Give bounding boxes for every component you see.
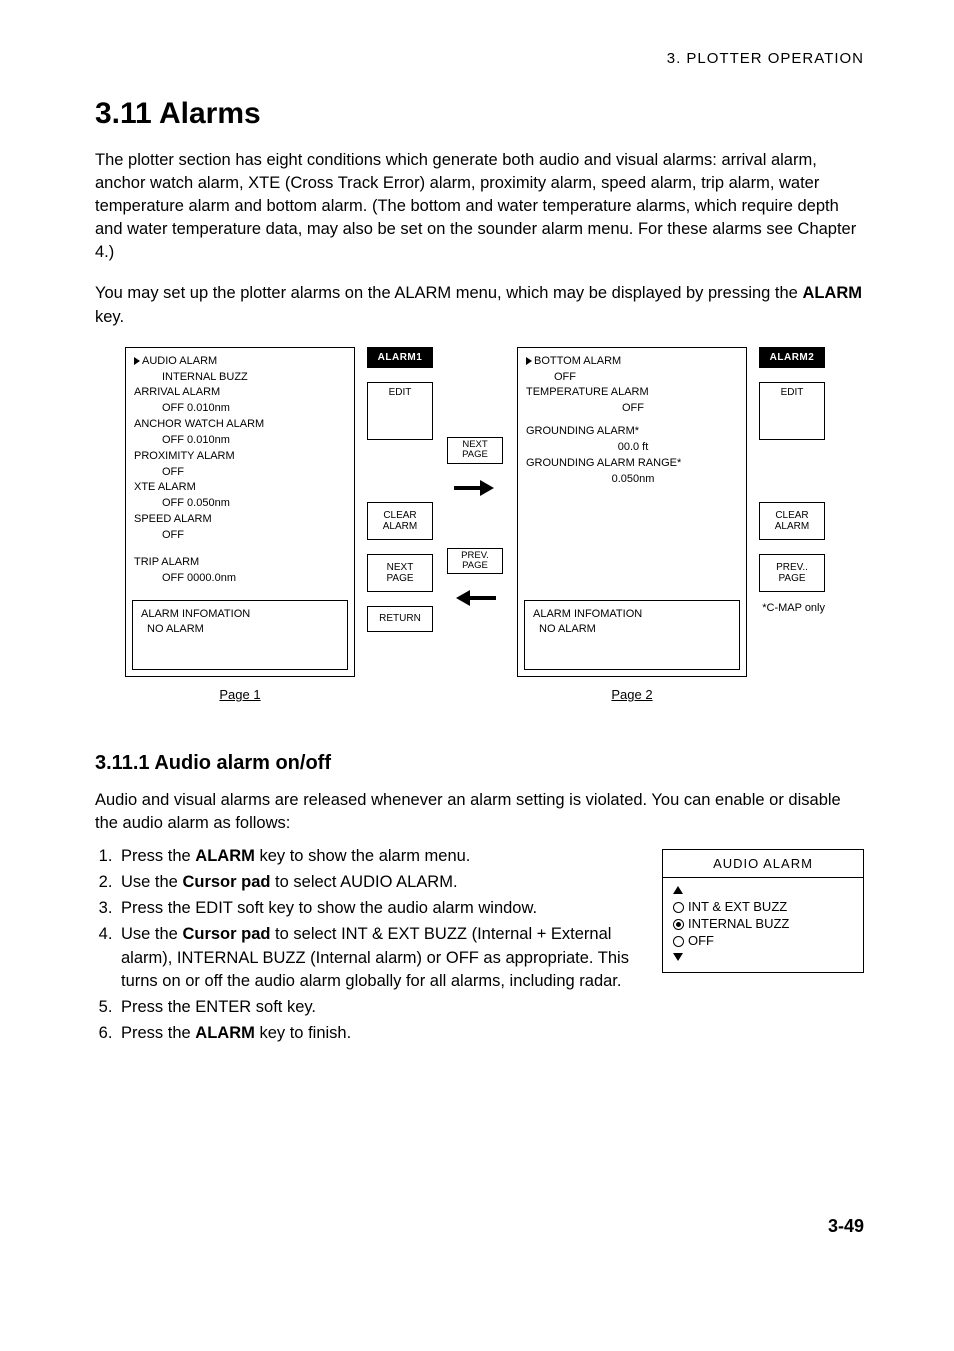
panel1-item0-label: ARRIVAL ALARM <box>134 385 348 400</box>
audio-alarm-window: AUDIO ALARM INT & EXT BUZZ INTERNAL BUZZ… <box>662 849 864 973</box>
panel1-item0-val: OFF 0.010nm <box>134 401 348 416</box>
edit-softkey-1[interactable]: EDIT <box>367 382 433 440</box>
nav-column: NEXTPAGE PREV.PAGE <box>445 347 505 607</box>
panel1-info-title: ALARM INFOMATION <box>141 607 339 622</box>
alarm-menu-diagram: AUDIO ALARM INTERNAL BUZZ ARRIVAL ALARM … <box>125 347 864 702</box>
intro-p2-a: You may set up the plotter alarms on the… <box>95 284 802 302</box>
chapter-header: 3. PLOTTER OPERATION <box>95 50 864 67</box>
step-6: Press the ALARM key to finish. <box>117 1022 864 1046</box>
panel2-title-row: BOTTOM ALARM <box>526 354 740 369</box>
cmap-note: *C-MAP only <box>759 602 825 614</box>
radio-open-icon-2 <box>673 936 684 947</box>
alarm2-panel: BOTTOM ALARM OFF TEMPERATURE ALARM OFF G… <box>517 347 747 677</box>
btncol2-spacer <box>759 454 825 488</box>
section-title: 3.11 Alarms <box>95 97 864 131</box>
panel1-title: AUDIO ALARM <box>142 355 217 367</box>
panel1-title-row: AUDIO ALARM <box>134 354 348 369</box>
cursor-icon-2 <box>526 357 532 365</box>
panel2-spacer1 <box>526 417 740 423</box>
panel1-item2-label: PROXIMITY ALARM <box>134 449 348 464</box>
radio-selected-icon <box>673 919 684 930</box>
next-page-softkey-1[interactable]: NEXTPAGE <box>367 554 433 592</box>
subsection-title: 3.11.1 Audio alarm on/off <box>95 752 864 775</box>
alarm2-tab[interactable]: ALARM2 <box>759 347 825 369</box>
opt-internal: INTERNAL BUZZ <box>688 916 789 931</box>
panel1-info-box: ALARM INFOMATION NO ALARM <box>132 600 348 670</box>
radio-open-icon <box>673 902 684 913</box>
panel1-spacer <box>134 544 348 554</box>
panel2-info-val: NO ALARM <box>533 622 731 637</box>
scroll-down-icon <box>673 953 683 961</box>
edit-softkey-2[interactable]: EDIT <box>759 382 825 440</box>
nav-next-btn: NEXTPAGE <box>447 437 503 464</box>
panel1-item2-val: OFF <box>134 465 348 480</box>
softkey-col-2-wrap: ALARM2 EDIT CLEARALARM PREV..PAGE *C-MAP… <box>759 347 825 615</box>
panel1-wrap: AUDIO ALARM INTERNAL BUZZ ARRIVAL ALARM … <box>125 347 355 702</box>
panel1-item1-label: ANCHOR WATCH ALARM <box>134 417 348 432</box>
sub-intro: Audio and visual alarms are released whe… <box>95 789 864 835</box>
panel2-info-title: ALARM INFOMATION <box>533 607 731 622</box>
clear-alarm-1-text: CLEARALARM <box>383 510 417 533</box>
prev-page-2-text: PREV..PAGE <box>776 562 808 585</box>
return-softkey[interactable]: RETURN <box>367 606 433 632</box>
panel1-info-val: NO ALARM <box>141 622 339 637</box>
arrow-right-icon <box>454 480 496 496</box>
panel1-item3-label: XTE ALARM <box>134 480 348 495</box>
panel2-info-box: ALARM INFOMATION NO ALARM <box>524 600 740 670</box>
panel2-item3-label: GROUNDING ALARM RANGE* <box>526 456 740 471</box>
intro-p2-b: key. <box>95 308 124 326</box>
panel1-item4-val: OFF <box>134 528 348 543</box>
btncol1-spacer <box>367 454 433 488</box>
clear-alarm-softkey-1[interactable]: CLEARALARM <box>367 502 433 540</box>
page1-label: Page 1 <box>219 687 260 702</box>
intro-paragraph-1: The plotter section has eight conditions… <box>95 149 864 264</box>
opt-int-ext: INT & EXT BUZZ <box>688 899 787 914</box>
alarm-key-ref: ALARM <box>802 284 862 302</box>
panel2-wrap: BOTTOM ALARM OFF TEMPERATURE ALARM OFF G… <box>517 347 747 702</box>
clear-alarm-softkey-2[interactable]: CLEARALARM <box>759 502 825 540</box>
panel2-item0-val: OFF <box>526 401 740 416</box>
panel1-item6-label: TRIP ALARM <box>134 555 348 570</box>
panel1-item6-val: OFF 0000.0nm <box>134 571 348 586</box>
arrow-left-icon <box>454 590 496 606</box>
panel2-title-val: OFF <box>526 370 740 385</box>
panel1-title-val: INTERNAL BUZZ <box>134 370 348 385</box>
clear-alarm-2-text: CLEARALARM <box>775 510 809 533</box>
panel2-item2-val: 00.0 ft <box>526 440 740 455</box>
panel1-item3-val: OFF 0.050nm <box>134 496 348 511</box>
opt-off: OFF <box>688 933 714 948</box>
cursor-icon <box>134 357 140 365</box>
alarm1-tab[interactable]: ALARM1 <box>367 347 433 369</box>
panel2-item2-label: GROUNDING ALARM* <box>526 424 740 439</box>
page-number: 3-49 <box>95 1216 864 1237</box>
audio-alarm-options: INT & EXT BUZZ INTERNAL BUZZ OFF <box>663 878 863 972</box>
prev-page-softkey-2[interactable]: PREV..PAGE <box>759 554 825 592</box>
panel2-item0-label: TEMPERATURE ALARM <box>526 385 740 400</box>
panel2-item3-val: 0.050nm <box>526 472 740 487</box>
page2-label: Page 2 <box>611 687 652 702</box>
alarm1-panel: AUDIO ALARM INTERNAL BUZZ ARRIVAL ALARM … <box>125 347 355 677</box>
softkey-col-2: ALARM2 EDIT CLEARALARM PREV..PAGE <box>759 347 825 593</box>
step-5: Press the ENTER soft key. <box>117 996 864 1020</box>
panel1-item1-val: OFF 0.010nm <box>134 433 348 448</box>
softkey-col-1: ALARM1 EDIT CLEARALARM NEXTPAGE RETURN <box>367 347 433 633</box>
scroll-up-icon <box>673 886 683 894</box>
nav-prev-btn: PREV.PAGE <box>447 548 503 575</box>
panel2-title: BOTTOM ALARM <box>534 355 621 367</box>
next-page-1-text: NEXTPAGE <box>386 562 413 585</box>
panel1-item4-label: SPEED ALARM <box>134 512 348 527</box>
audio-alarm-title: AUDIO ALARM <box>663 850 863 878</box>
intro-paragraph-2: You may set up the plotter alarms on the… <box>95 282 864 328</box>
